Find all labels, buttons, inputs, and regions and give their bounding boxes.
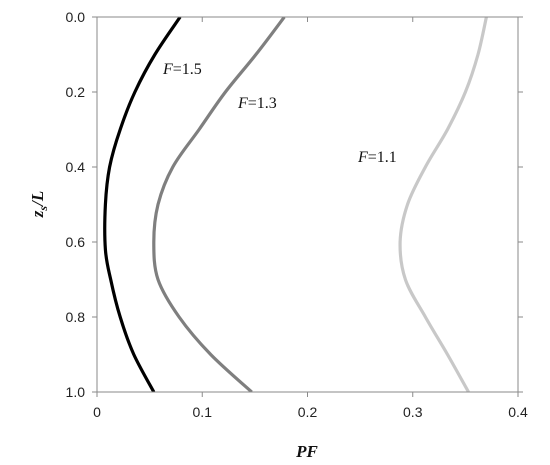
series-label-f-1-3: F=1.3 — [237, 95, 277, 112]
plot-area — [103, 17, 488, 392]
series-line-f-1-1 — [398, 17, 488, 392]
y-axis-title: zs/L — [28, 191, 50, 218]
x-tick-label: 0.3 — [403, 404, 423, 420]
series-label-f-1-1: F=1.1 — [357, 149, 397, 166]
x-tick-label: 0 — [93, 404, 101, 420]
y-tick-label: 0.4 — [66, 159, 86, 175]
y-axis-title-main: z — [28, 210, 47, 218]
y-tick-label: 0.8 — [66, 309, 86, 325]
x-tick-label: 0.4 — [508, 404, 528, 420]
axes: 0 0.1 0.2 0.3 0.4 0.0 0.2 0.4 0.6 0.8 1.0 — [66, 9, 528, 420]
annotations: F=1.5 F=1.3 F=1.1 — [162, 61, 397, 166]
y-tick-label: 0.0 — [66, 9, 86, 25]
y-tick-label: 0.6 — [66, 234, 86, 250]
series-line-f-1-5 — [103, 17, 182, 392]
series-line-f-1-3 — [152, 17, 286, 392]
y-tick-label: 0.2 — [66, 84, 86, 100]
y-tick-label: 1.0 — [66, 384, 86, 400]
plot-frame — [96, 16, 519, 393]
series-label-f-1-5: F=1.5 — [162, 61, 202, 78]
x-axis-title: PF — [295, 442, 318, 461]
y-axis-title-sub: s — [36, 206, 50, 212]
x-tick-label: 0.2 — [298, 404, 318, 420]
x-tick-label: 0.1 — [193, 404, 213, 420]
y-axis-title-tail: /L — [28, 191, 47, 208]
